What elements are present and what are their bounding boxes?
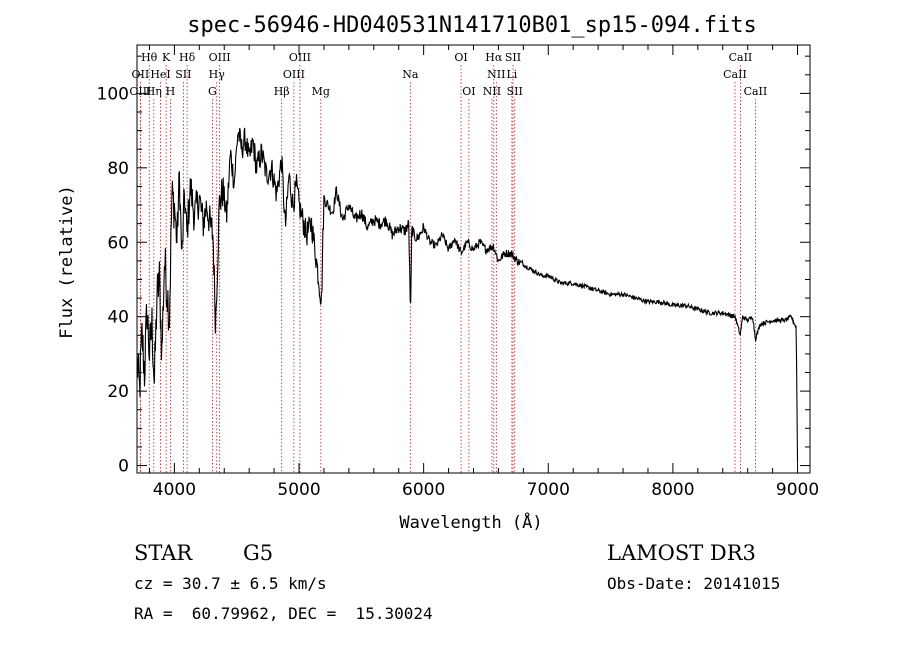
spectral-line-label: SII (505, 51, 521, 64)
sky-coordinates: RA = 60.79962, DEC = 15.30024 (134, 604, 433, 623)
observation-date: Obs-Date: 20141015 (607, 574, 781, 593)
plot-frame (136, 44, 811, 474)
spectrum-series-line (136, 127, 799, 463)
spectral-line-label: SII (507, 85, 523, 98)
spectral-line-label: OIII (129, 85, 151, 98)
spectral-line-label: K (162, 51, 171, 64)
chart-title: spec-56946-HD040531N141710B01_sp15-094.f… (187, 13, 757, 38)
spectral-line-label: G (208, 85, 217, 98)
spectral-line-label: Na (402, 68, 419, 81)
spectral-line-label: Li (506, 68, 517, 81)
object-subclass: G5 (243, 541, 274, 565)
survey-name: LAMOST DR3 (607, 541, 756, 565)
x-tick-label: 5000 (277, 480, 320, 500)
spectral-line-label: OI (454, 51, 467, 64)
spectral-line-label: Hγ (209, 68, 226, 81)
spectral-line-label: OIII (283, 68, 305, 81)
spectral-line-label: Mg (312, 85, 330, 98)
redshift-velocity: cz = 30.7 ± 6.5 km/s (134, 574, 327, 593)
spectral-line-label: OI (462, 85, 475, 98)
spectral-line-label: Hα (485, 51, 503, 64)
spectral-line-label: Hδ (179, 51, 196, 64)
spectral-line-label: Hβ (274, 85, 290, 98)
spectral-line-label: CaII (723, 68, 747, 81)
spectral-line-label: SII (175, 68, 191, 81)
spectral-line-label: NII (487, 68, 505, 81)
axis-ticks: 4000 5000 6000 7000 8000 9000 0 20 40 60 80 100 (97, 45, 819, 500)
y-tick-label: 40 (107, 308, 129, 328)
x-axis-label: Wavelength (Å) (399, 511, 542, 533)
x-tick-label: 7000 (527, 480, 570, 500)
y-tick-label: 60 (107, 233, 129, 253)
object-class: STAR (134, 541, 193, 565)
spectral-line-label: CaII (729, 51, 753, 64)
y-tick-label: 80 (107, 159, 129, 179)
spectral-line-label: CaII (744, 85, 768, 98)
spectral-line-label: NII (483, 85, 501, 98)
spectral-line-label: Hη (146, 85, 162, 98)
x-tick-label: 9000 (776, 480, 819, 500)
spectral-line-label: H (166, 85, 176, 98)
x-tick-label: 4000 (153, 480, 196, 500)
x-tick-label: 6000 (402, 480, 445, 500)
x-tick-label: 8000 (651, 480, 694, 500)
spectral-line-label: HeI (150, 68, 170, 81)
spectral-line-label: OIII (209, 51, 231, 64)
y-tick-label: 0 (118, 457, 129, 477)
y-tick-label: 100 (97, 84, 129, 104)
y-tick-label: 20 (107, 382, 129, 402)
y-axis-label: Flux (relative) (57, 185, 77, 339)
spectral-line-label: Hθ (141, 51, 158, 64)
spectral-line-label: OIII (289, 51, 311, 64)
